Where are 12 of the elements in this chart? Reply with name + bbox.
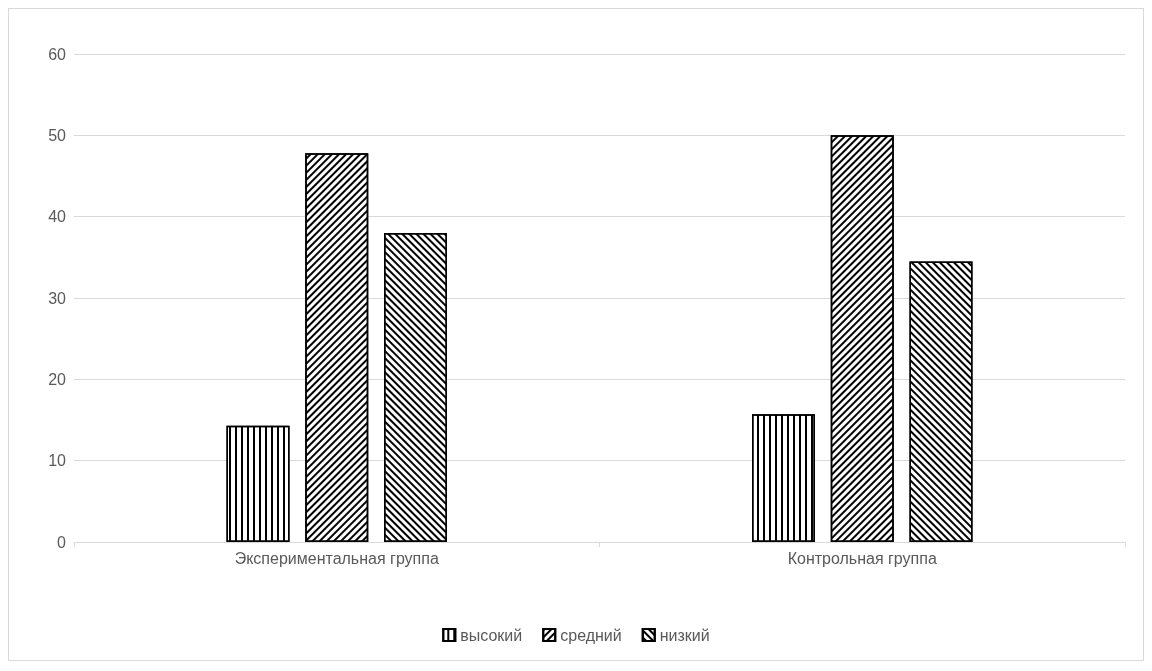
y-tick-label: 60 (48, 45, 67, 63)
x-tick-label: Экспериментальная группа (234, 549, 439, 567)
legend-label: высокий (460, 626, 523, 644)
x-tick-label: Контрольная группа (787, 549, 937, 567)
y-tick-label: 10 (48, 452, 67, 470)
legend-label: низкий (659, 626, 710, 644)
y-tick-label: 50 (48, 126, 67, 144)
y-tick-label: 20 (48, 370, 67, 388)
y-tick-label: 30 (48, 289, 67, 307)
y-tick-label: 0 (57, 533, 67, 551)
y-tick-label: 40 (48, 208, 67, 226)
legend-label: средний (560, 626, 622, 644)
